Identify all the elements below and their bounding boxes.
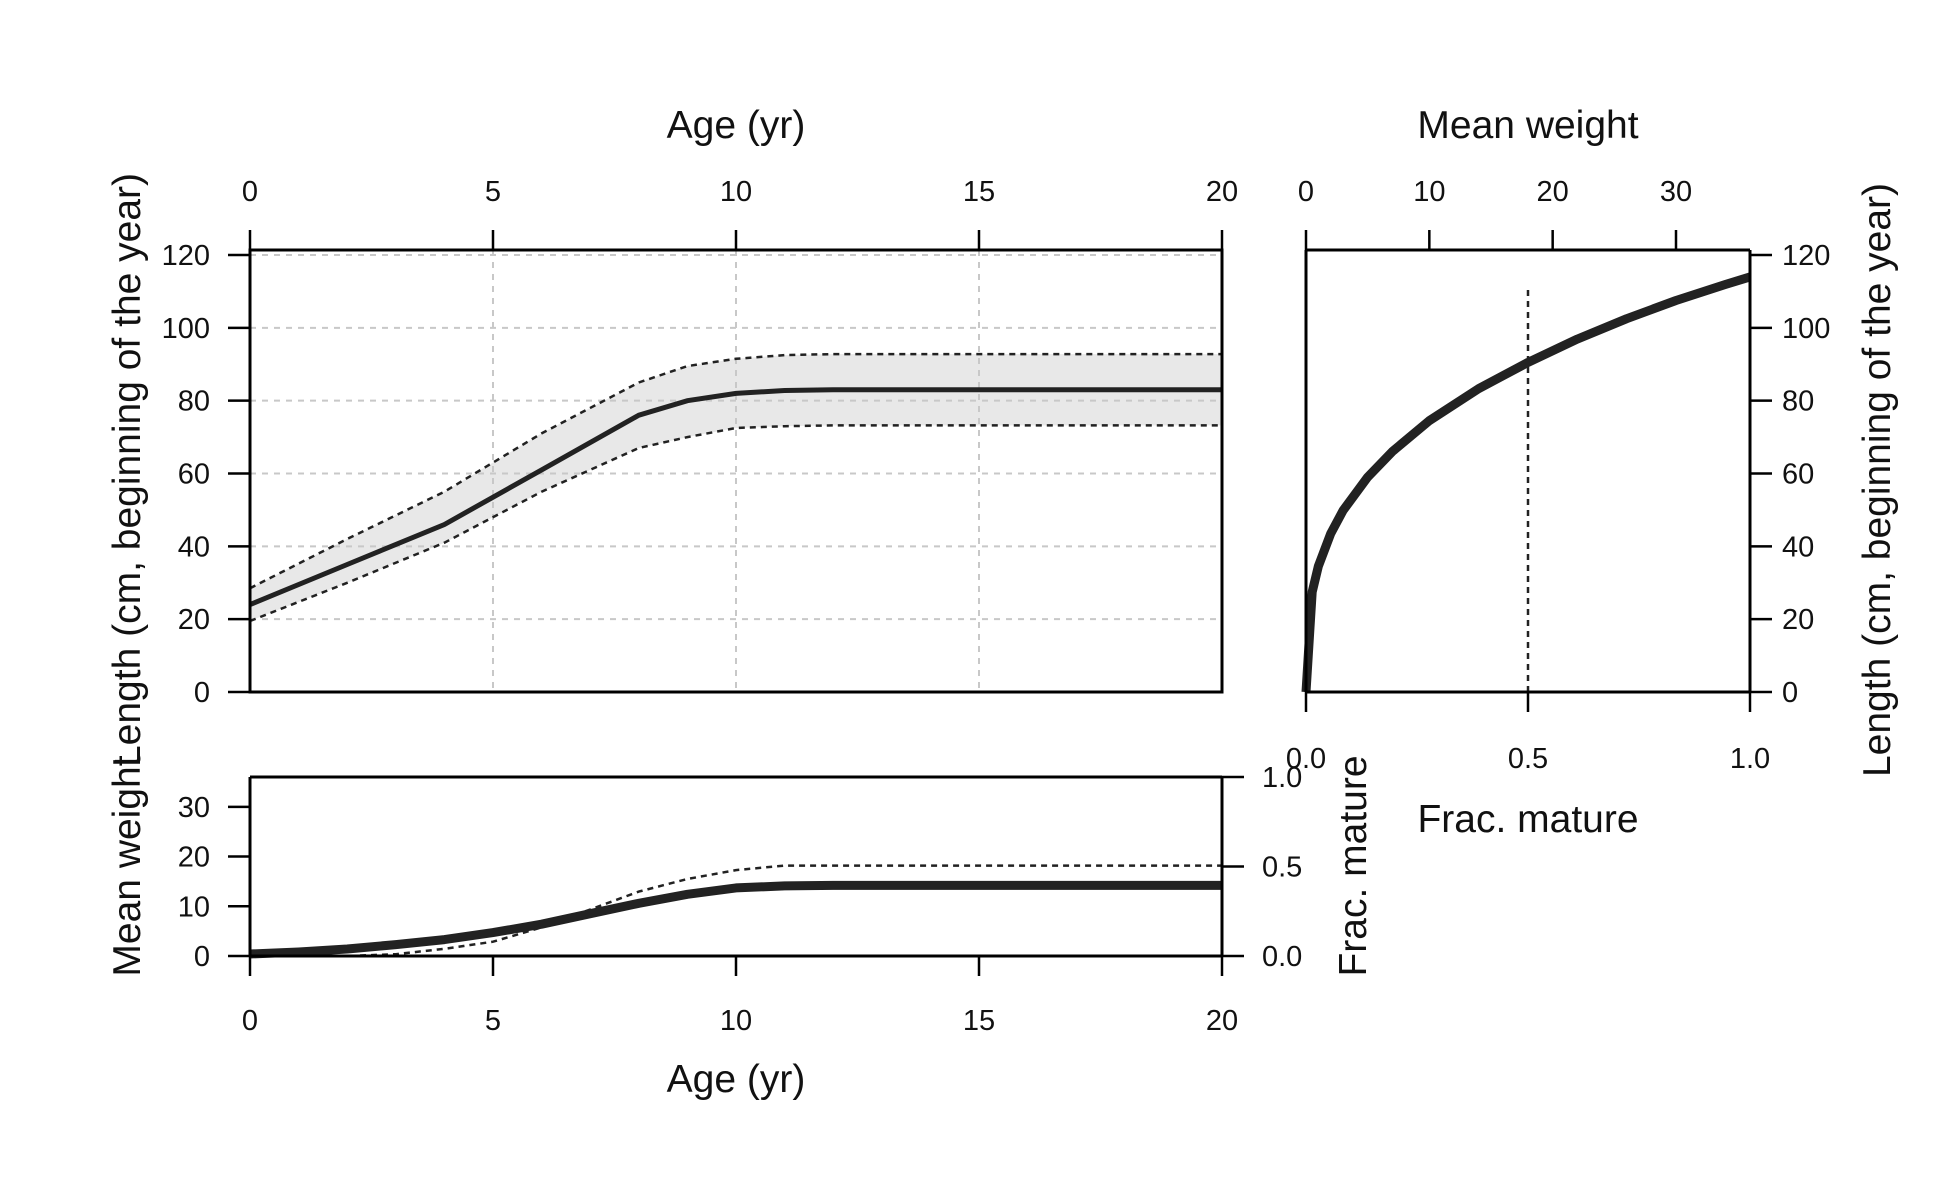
x-axis-title: Age (yr) [667,104,806,147]
x-top-axis-title: Mean weight [1417,104,1638,147]
series-lower-line [249,424,1222,623]
y-tick-label: 100 [1782,313,1830,345]
y-left-tick-label: 20 [178,842,210,874]
panel-length-at-age: 0 5 10 15 20 0 20 40 60 80 100 120 Age (yr) Length (c… [106,104,1238,767]
x-tick-label: 0 [242,176,258,208]
x-tick-label: 20 [1206,176,1238,208]
x-tick-label: 10 [720,176,752,208]
x-tick-label: 20 [1206,1005,1238,1037]
y-left-tick-label: 0 [194,941,210,973]
x-tick-label: 5 [485,1005,501,1037]
y-left-axis-title: Mean weight [106,755,149,976]
y-right-tick-label: 0.0 [1262,941,1302,973]
panel-length-weight-maturity: 0 10 20 30 0.0 0.5 1.0 0 20 40 60 80 100 120 Mean weig… [1286,104,1899,841]
y-tick-label: 80 [1782,386,1814,418]
y-tick-label: 100 [162,313,210,345]
y-tick-label: 60 [1782,459,1814,491]
x-tick-label: 15 [963,1005,995,1037]
x-top-tick-label: 20 [1537,176,1569,208]
x-top-tick-label: 30 [1660,176,1692,208]
series-weight-length-line [1301,272,1752,693]
y-tick-label: 0 [1782,677,1798,709]
series-mean-line [249,387,1222,607]
y-tick-label: 80 [178,386,210,418]
x-tick-label: 15 [963,176,995,208]
y-left-tick-label: 30 [178,792,210,824]
series-upper-line [249,352,1222,590]
y-right-axis-title: Frac. mature [1332,755,1375,976]
x-tick-label: 0 [242,1005,258,1037]
y-tick-label: 20 [178,604,210,636]
y-tick-label: 20 [1782,604,1814,636]
panel-weight-maturity-at-age: 0 5 10 15 20 0 10 20 30 0.0 0.5 1.0 Age (yr) Mean wei… [106,755,1375,1101]
y-right-tick-label: 0.5 [1262,852,1302,884]
y-tick-label: 120 [162,240,210,272]
y-axis-title: Length (cm, beginning of the year) [1856,183,1899,777]
y-tick-label: 40 [1782,531,1814,563]
x-bottom-axis-title: Frac. mature [1417,798,1638,841]
x-bottom-tick-label: 1.0 [1730,743,1770,775]
x-axis-title: Age (yr) [667,1058,806,1101]
y-right-tick-label: 1.0 [1262,762,1302,794]
x-top-tick-label: 0 [1298,176,1314,208]
y-left-tick-label: 10 [178,891,210,923]
y-axis-title: Length (cm, beginning of the year) [106,173,149,767]
y-tick-label: 0 [194,677,210,709]
x-bottom-tick-label: 0.5 [1508,743,1548,775]
series-mean-weight-line [249,880,1222,959]
y-tick-label: 40 [178,531,210,563]
x-bottom-tick-label: 0.0 [1286,743,1326,775]
x-top-tick-label: 10 [1413,176,1445,208]
x-tick-label: 10 [720,1005,752,1037]
series-frac-mature-line [250,864,1222,958]
x-tick-label: 5 [485,176,501,208]
y-tick-label: 120 [1782,240,1830,272]
y-tick-label: 60 [178,459,210,491]
